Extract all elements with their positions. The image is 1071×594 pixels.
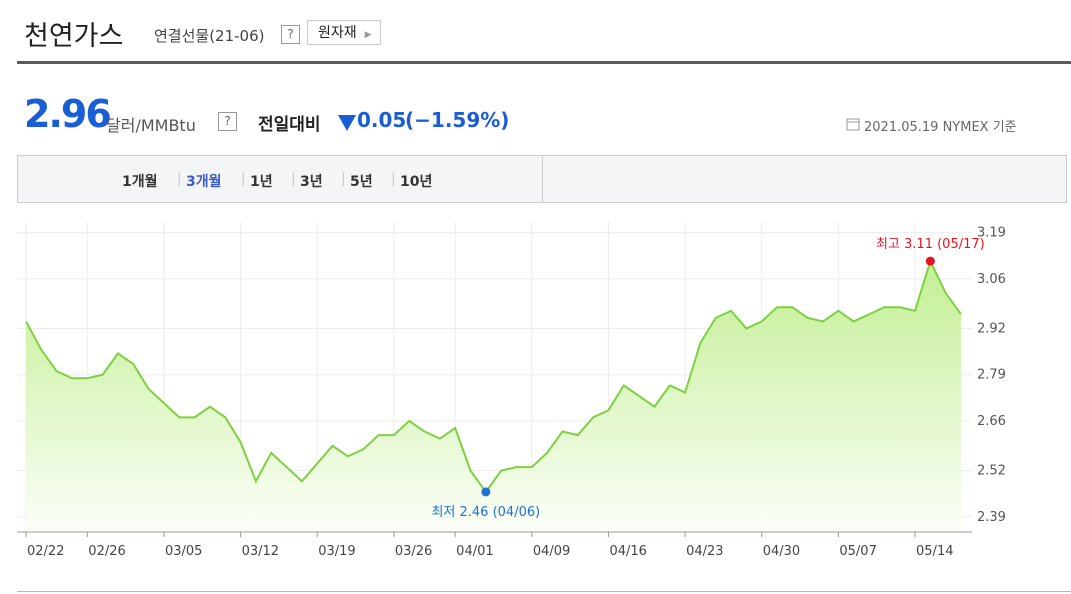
subtitle: 연결선물(21-06) [154, 27, 265, 45]
down-arrow [338, 115, 356, 131]
x-tick-label: 05/07 [839, 544, 876, 559]
y-tick-label: 2.52 [977, 464, 1006, 479]
x-tick-label: 04/23 [686, 544, 723, 559]
title: 천연가스 [24, 21, 124, 52]
y-tick-label: 2.79 [977, 368, 1006, 383]
tab[interactable]: 3년 [300, 174, 323, 190]
category-button-label: 원자재 [318, 25, 357, 41]
max-annotation: 최고 3.11 (05/17) [876, 237, 985, 252]
tab[interactable]: 10년 [400, 174, 433, 190]
max-point [925, 256, 935, 266]
x-tick-label: 02/26 [88, 544, 125, 559]
line [25, 258, 962, 494]
category-button[interactable]: 원자재 ▶ [307, 20, 381, 45]
as-of: 2021.05.19 NYMEX 기준 [864, 120, 1017, 135]
tab-separator: | [391, 171, 396, 187]
change: 0.05 [357, 108, 407, 132]
y-tick-label: 2.39 [977, 510, 1006, 525]
change-rate: (−1.59%) [405, 108, 510, 132]
calendar-icon [846, 118, 860, 131]
help-button[interactable]: ? [218, 112, 237, 131]
help-button[interactable]: ? [281, 25, 300, 44]
min-annotation: 최저 2.46 (04/06) [431, 505, 540, 520]
tab-separator: | [241, 171, 246, 187]
y-tick-label: 2.92 [977, 322, 1006, 337]
tab[interactable]: 1년 [250, 174, 273, 190]
x-tick-label: 04/01 [456, 544, 493, 559]
unit: 달러/MMBtu [106, 116, 196, 135]
x-tick-label: 03/19 [318, 544, 355, 559]
tab-divider [542, 156, 543, 202]
min-point [481, 487, 491, 497]
area-fill [26, 261, 961, 531]
tab[interactable]: 5년 [350, 174, 373, 190]
tab[interactable]: 1개월 [122, 174, 158, 190]
x-tick-label: 03/12 [242, 544, 279, 559]
bottom-line [17, 591, 1071, 592]
x-tick-label: 03/26 [395, 544, 432, 559]
change-label: 전일대비 [258, 115, 321, 135]
tab-separator: | [177, 171, 182, 187]
tab-bar: 1개월 | 3개월 | 1년 | 3년 | 5년 | 10년 [17, 155, 1067, 203]
x-tick-label: 04/30 [763, 544, 800, 559]
x-tick-label: 04/16 [609, 544, 646, 559]
tab[interactable]: 3개월 [186, 174, 222, 190]
x-tick-label: 04/09 [533, 544, 570, 559]
y-tick-label: 3.06 [977, 272, 1006, 287]
x-tick-label: 05/14 [916, 544, 953, 559]
y-tick-label: 2.66 [977, 414, 1006, 429]
tab-separator: | [341, 171, 346, 187]
divider [17, 61, 1071, 64]
x-tick-label: 02/22 [27, 544, 64, 559]
x-tick-label: 03/05 [165, 544, 202, 559]
price: 2.96 [24, 92, 112, 136]
tab-separator: | [291, 171, 296, 187]
y-tick-label: 3.19 [977, 226, 1006, 241]
